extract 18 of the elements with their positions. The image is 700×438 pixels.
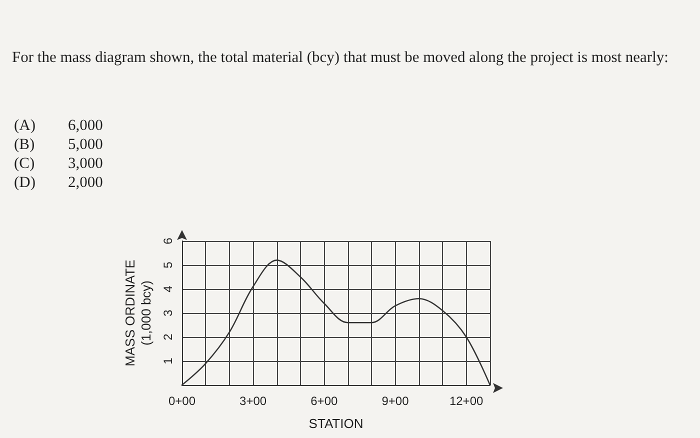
text: (A) 6,000 (14, 117, 103, 134)
text: (C) 3,000 (14, 155, 103, 172)
text: (D) 2,000 (14, 174, 103, 191)
text: (B) 5,000 (14, 136, 103, 153)
x-tick-label: 12+00 (449, 394, 484, 408)
y-tick-label: 2 (161, 333, 175, 340)
y-tick-label: 6 (161, 237, 175, 244)
y-tick-label: 4 (161, 285, 175, 292)
x-tick-label: 3+00 (240, 394, 267, 408)
y-tick-label: 3 (161, 309, 175, 316)
chart-title: For the mass diagram shown, the total material (bcy) that must be moved along the project is most nearly: (12, 48, 670, 68)
y-tick-label: 5 (161, 261, 175, 268)
y-axis-title: MASS ORDINATE (1,000 bcy) (122, 259, 154, 366)
x-tick-label: 0+00 (168, 394, 196, 408)
y-tick-label: 1 (161, 357, 175, 364)
x-axis-title: STATION (308, 416, 364, 431)
x-tick-label: 6+00 (310, 394, 338, 408)
x-tick-label: 9+00 (382, 394, 410, 408)
